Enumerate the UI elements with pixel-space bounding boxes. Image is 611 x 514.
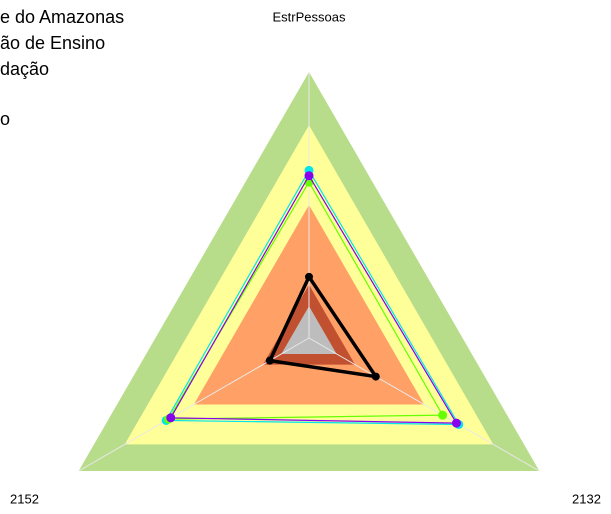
series-line <box>167 180 444 420</box>
legend-entry: o <box>0 109 10 129</box>
legend-entry: ão de Ensino <box>0 33 105 53</box>
series-point <box>451 418 461 428</box>
legend-entry: e do Amazonas <box>0 7 124 27</box>
axis-label: 2132 <box>572 491 601 506</box>
axis-line <box>308 337 540 472</box>
series-line <box>267 273 380 379</box>
legend-entry: dação <box>0 59 49 79</box>
series-line <box>165 169 460 426</box>
series-point <box>305 272 313 281</box>
axis-label: EstrPessoas <box>273 9 346 24</box>
series-point <box>304 171 314 181</box>
series-point <box>438 410 448 420</box>
series-point <box>265 356 274 365</box>
series-line <box>169 174 458 424</box>
axis-label: 2152 <box>10 491 39 506</box>
series-point <box>371 372 380 381</box>
series-point <box>166 413 176 423</box>
